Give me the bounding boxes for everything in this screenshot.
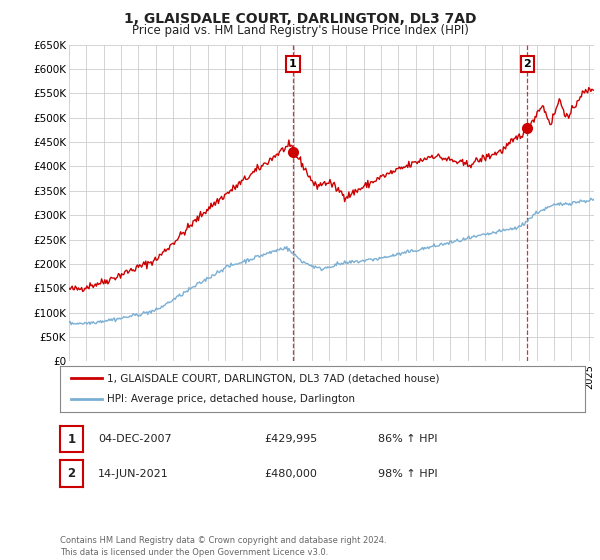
Text: 86% ↑ HPI: 86% ↑ HPI: [378, 434, 437, 444]
Text: HPI: Average price, detached house, Darlington: HPI: Average price, detached house, Darl…: [107, 394, 355, 404]
Text: Price paid vs. HM Land Registry's House Price Index (HPI): Price paid vs. HM Land Registry's House …: [131, 24, 469, 37]
Text: 04-DEC-2007: 04-DEC-2007: [98, 434, 172, 444]
Text: 1: 1: [67, 432, 76, 446]
Text: £480,000: £480,000: [264, 469, 317, 479]
Text: 1, GLAISDALE COURT, DARLINGTON, DL3 7AD: 1, GLAISDALE COURT, DARLINGTON, DL3 7AD: [124, 12, 476, 26]
Text: Contains HM Land Registry data © Crown copyright and database right 2024.
This d: Contains HM Land Registry data © Crown c…: [60, 536, 386, 557]
Text: 1: 1: [289, 59, 297, 69]
Text: 98% ↑ HPI: 98% ↑ HPI: [378, 469, 437, 479]
Text: 2: 2: [67, 467, 76, 480]
Text: 2: 2: [523, 59, 531, 69]
Text: 1, GLAISDALE COURT, DARLINGTON, DL3 7AD (detached house): 1, GLAISDALE COURT, DARLINGTON, DL3 7AD …: [107, 373, 440, 383]
Text: £429,995: £429,995: [264, 434, 317, 444]
Text: 14-JUN-2021: 14-JUN-2021: [98, 469, 169, 479]
